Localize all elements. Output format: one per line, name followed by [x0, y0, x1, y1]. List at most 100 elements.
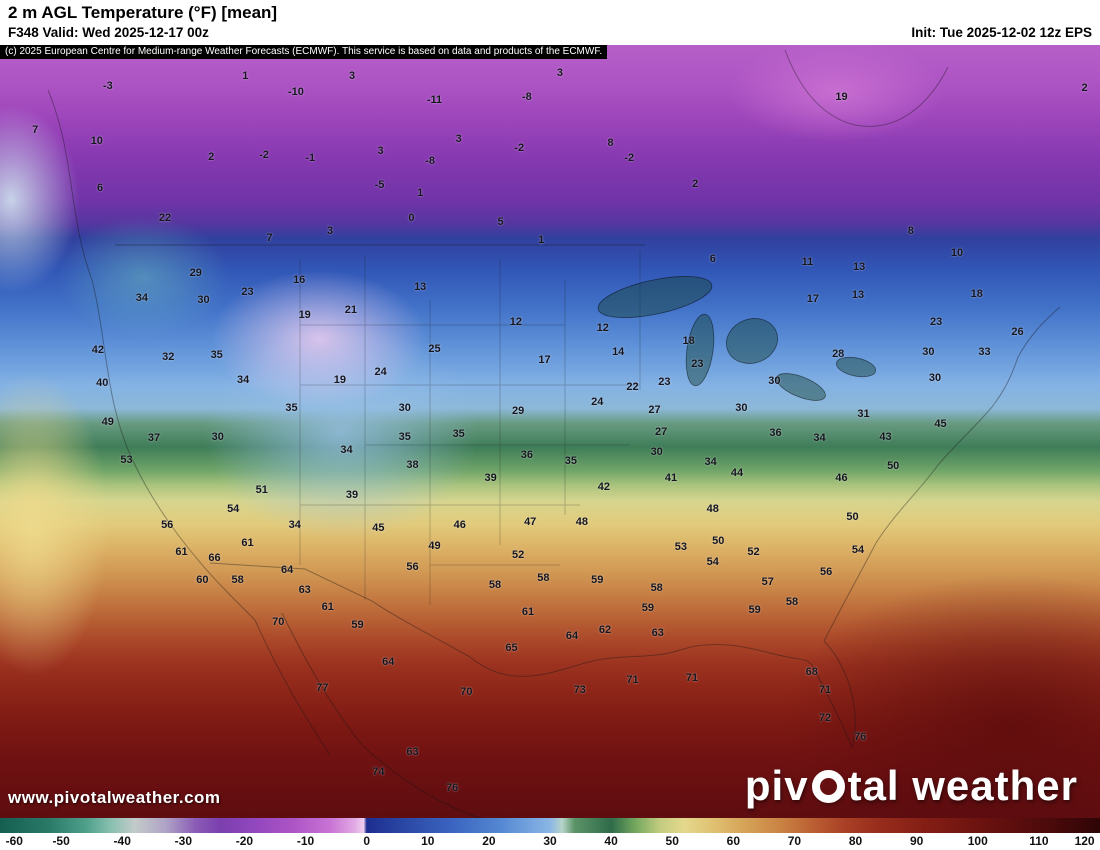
temp-label: 50 — [712, 535, 725, 548]
temp-label: 12 — [596, 321, 609, 334]
temp-label: 25 — [428, 342, 441, 355]
temp-label: 38 — [406, 458, 419, 471]
temp-label: 21 — [344, 304, 358, 317]
colorbar-tick-label: 110 — [1029, 834, 1049, 848]
temp-label: 70 — [272, 615, 285, 628]
temp-label: 23 — [691, 358, 704, 371]
temp-label: 76 — [854, 730, 867, 743]
colorbar-tick-label: 80 — [848, 834, 863, 848]
temp-label: 35 — [285, 402, 298, 415]
colorbar-tick-label: -20 — [235, 834, 254, 848]
temp-label: 58 — [231, 573, 244, 586]
temp-label: 44 — [730, 467, 744, 480]
temp-label: 46 — [835, 471, 848, 484]
temp-label: 56 — [406, 560, 419, 573]
temp-label: 27 — [648, 403, 661, 416]
brand-logo: piv tal weather — [745, 762, 1078, 810]
temp-label: 56 — [161, 519, 174, 532]
temp-label: 36 — [520, 448, 534, 461]
temp-label: 32 — [162, 351, 175, 364]
temp-label: -11 — [426, 93, 443, 106]
temp-label: 17 — [538, 354, 551, 367]
temp-label: 60 — [196, 573, 209, 586]
temp-label: 71 — [818, 683, 832, 696]
temp-label: 59 — [641, 601, 655, 614]
map-borders — [47, 49, 1061, 818]
temp-label: 71 — [626, 673, 639, 686]
temp-label: 77 — [316, 682, 329, 695]
temp-label: 53 — [120, 454, 133, 467]
temp-label: 23 — [658, 376, 671, 389]
temp-label: 6 — [709, 253, 716, 266]
temp-label: 61 — [241, 536, 254, 549]
temp-label: 43 — [879, 430, 892, 443]
temp-label: 35 — [452, 427, 465, 440]
temp-label: -3 — [102, 79, 113, 92]
temp-label: 16 — [293, 273, 306, 286]
temp-label: 23 — [241, 286, 254, 299]
temp-label: 42 — [91, 344, 105, 357]
temp-label: 34 — [813, 431, 826, 444]
temp-label: -5 — [374, 178, 385, 191]
temp-label: -2 — [624, 151, 635, 164]
temp-label: 30 — [922, 345, 935, 358]
temp-label: 65 — [505, 641, 518, 654]
temp-label: 7 — [32, 124, 39, 137]
copyright-bar: (c) 2025 European Centre for Medium-rang… — [0, 45, 608, 59]
temp-label: 59 — [351, 618, 364, 631]
colorbar-ticks: -60 -50 -40 -30 -20 -10 0 10 20 30 40 50 60 70 80 90 100… — [0, 833, 1100, 850]
temp-label: 58 — [650, 581, 663, 594]
temp-label: 22 — [158, 212, 172, 225]
colorbar-tick-label: 10 — [421, 834, 435, 848]
temp-label: 3 — [326, 225, 334, 238]
temp-label: 59 — [591, 573, 604, 586]
colorbar-tick-label: 0 — [363, 834, 370, 848]
temp-label: 76 — [445, 781, 459, 794]
temp-label: 34 — [135, 291, 149, 304]
meta-row: F348 Valid: Wed 2025-12-17 00z Init: Tue… — [0, 23, 1100, 42]
temp-label: 1 — [242, 69, 249, 82]
temp-label: 12 — [509, 315, 523, 328]
temp-label: 35 — [398, 430, 411, 443]
colorbar-tick-label: -40 — [113, 834, 131, 848]
temp-label: 19 — [835, 90, 848, 103]
temp-label: 52 — [747, 546, 760, 559]
temp-label: 48 — [706, 502, 719, 515]
temp-label: 53 — [674, 540, 688, 553]
temp-label: -10 — [287, 86, 304, 99]
temp-label: 58 — [537, 571, 550, 584]
temp-label: 2 — [692, 178, 699, 191]
temp-label: 34 — [340, 444, 353, 457]
colorbar-tick-label: -50 — [52, 834, 70, 848]
temp-label: 19 — [333, 373, 347, 386]
colorbar-tick-label: 20 — [482, 834, 496, 848]
temp-label: 30 — [197, 294, 210, 307]
temp-label: -1 — [305, 151, 316, 164]
temp-label: -2 — [259, 148, 269, 161]
forecast-map[interactable]: (c) 2025 European Centre for Medium-rang… — [0, 45, 1100, 818]
temp-label: 33 — [978, 345, 991, 358]
temp-label: 42 — [597, 481, 611, 494]
temp-label: 13 — [851, 288, 865, 301]
temp-label: 29 — [511, 404, 525, 417]
temp-label: 45 — [372, 522, 385, 535]
temp-label: 35 — [564, 454, 578, 467]
temp-label: 8 — [907, 225, 914, 238]
temp-label: 6 — [97, 182, 104, 194]
temp-label: 54 — [227, 502, 240, 515]
temp-label: 73 — [573, 683, 586, 696]
temp-label: 26 — [1011, 325, 1024, 338]
temp-label: 47 — [524, 515, 537, 528]
temp-label: 56 — [819, 566, 833, 579]
temp-label: 34 — [288, 519, 301, 532]
temp-label: 63 — [651, 627, 664, 640]
temp-label: 30 — [768, 375, 781, 388]
colorbar-tick-label: 70 — [787, 834, 802, 848]
temp-label: 8 — [607, 137, 614, 150]
temp-label: 61 — [175, 546, 188, 559]
temp-label: 61 — [521, 605, 535, 618]
temp-label: 17 — [806, 293, 820, 306]
temp-label: 5 — [497, 216, 504, 229]
temp-label: 30 — [398, 402, 411, 415]
temp-label: 34 — [236, 373, 250, 386]
